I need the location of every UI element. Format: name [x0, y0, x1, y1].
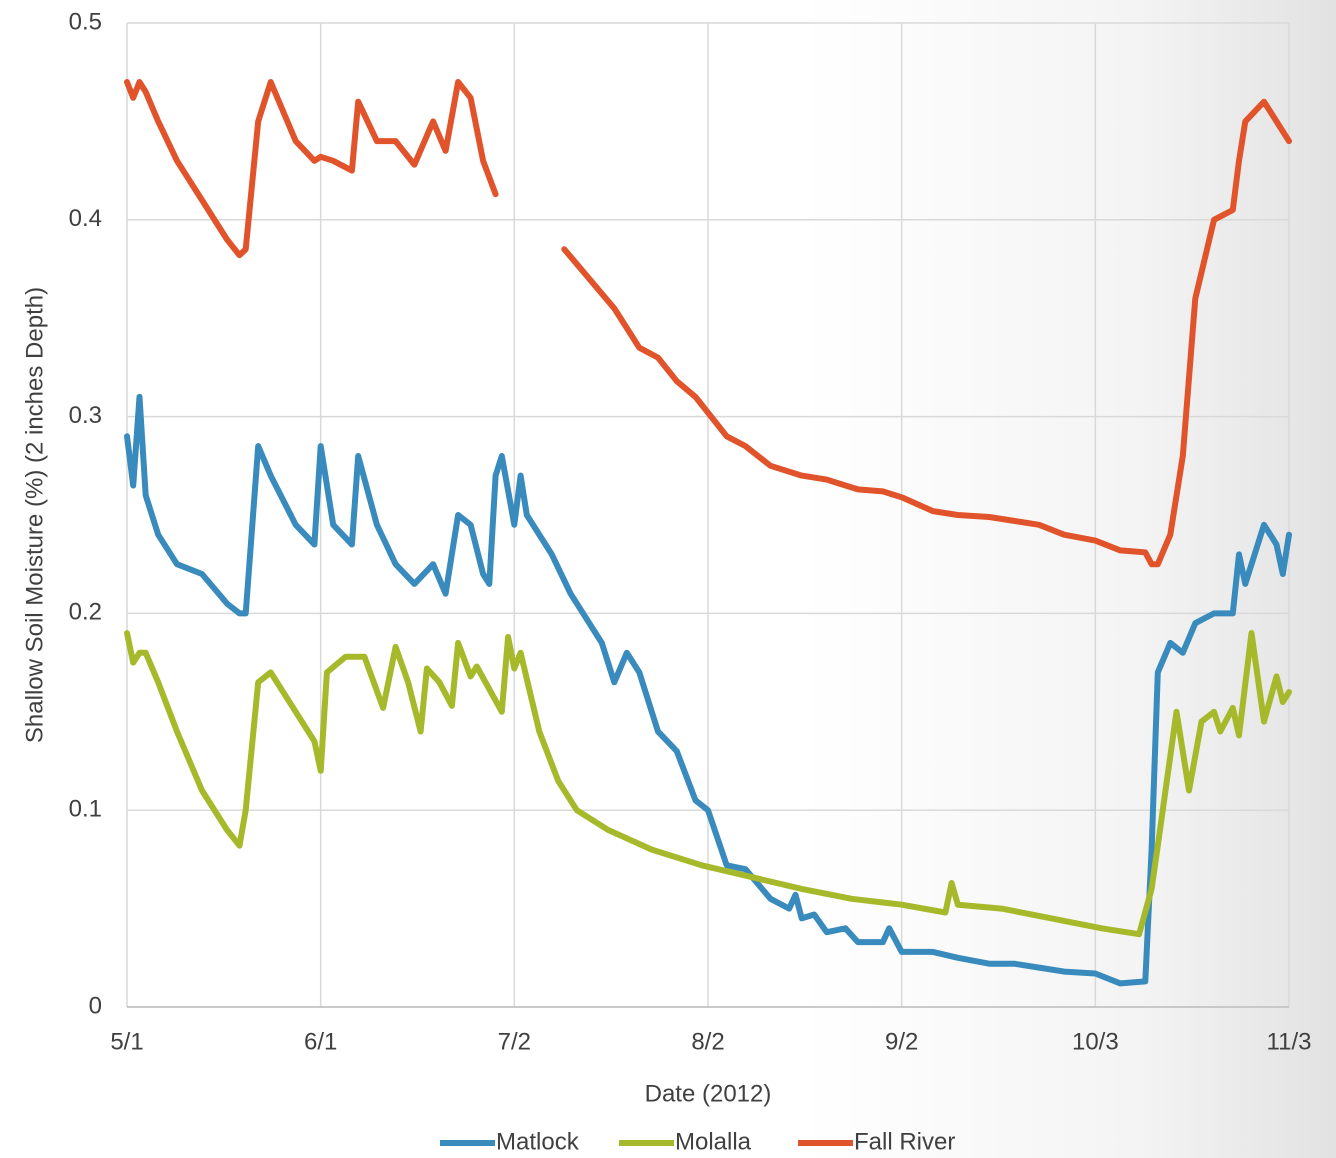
x-tick-label: 6/1 [304, 1028, 337, 1055]
y-tick-label: 0.2 [69, 599, 102, 626]
legend-label: Matlock [496, 1128, 580, 1155]
y-tick-label: 0 [89, 992, 102, 1019]
x-tick-label: 7/2 [498, 1028, 531, 1055]
data-line [124, 630, 1292, 938]
x-tick-label: 11/3 [1267, 1028, 1312, 1055]
x-axis-label: Date (2012) [645, 1080, 772, 1107]
y-axis-label: Shallow Soil Moisture (%) (2 inches Dept… [21, 287, 48, 743]
data-line [124, 79, 1292, 568]
y-tick-label: 0.4 [69, 205, 102, 232]
x-tick-label: 8/2 [691, 1028, 724, 1055]
y-tick-label: 0.3 [69, 402, 102, 429]
y-tick-label: 0.1 [69, 796, 102, 823]
x-tick-label: 10/3 [1072, 1028, 1119, 1055]
legend-label: Fall River [854, 1128, 955, 1155]
x-tick-label: 5/1 [110, 1028, 143, 1055]
legend-label: Molalla [675, 1128, 752, 1155]
data-line [124, 393, 1292, 987]
y-tick-label: 0.5 [69, 8, 102, 35]
x-tick-label: 9/2 [885, 1028, 918, 1055]
